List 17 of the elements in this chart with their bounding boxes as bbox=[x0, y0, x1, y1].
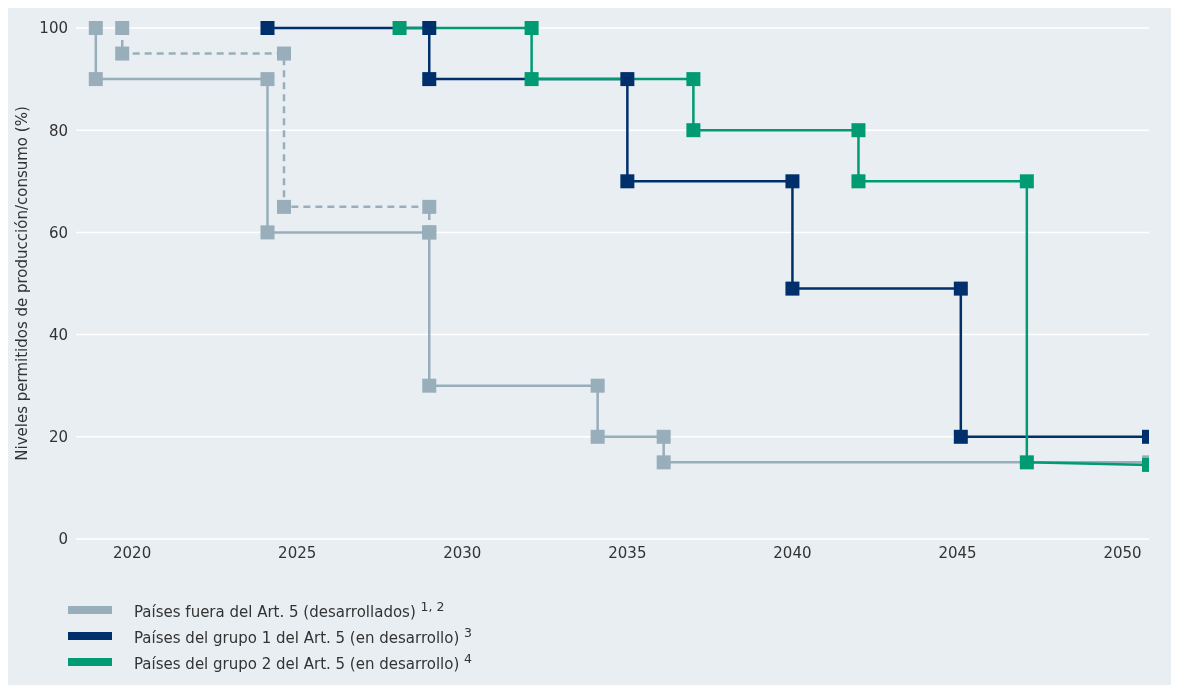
y-tick-label: 60 bbox=[48, 223, 68, 242]
y-axis-title: Niveles permitidos de producción/consumo (%) bbox=[13, 106, 32, 461]
legend-label: Países fuera del Art. 5 (desarrollados) $^{1, 2}$ bbox=[134, 599, 445, 621]
y-tick-label: 0 bbox=[58, 530, 68, 549]
y-tick-label: 40 bbox=[48, 325, 68, 344]
legend-label: Países del grupo 1 del Art. 5 (en desarrollo) $^{3}$ bbox=[134, 625, 472, 647]
legend-label: Países del grupo 2 del Art. 5 (en desarrollo) $^{4}$ bbox=[134, 651, 472, 673]
x-tick-label: 2045 bbox=[938, 543, 977, 562]
x-tick-label: 2050 bbox=[1103, 543, 1142, 562]
x-tick-label: 2025 bbox=[278, 543, 317, 562]
x-tick-label: 2040 bbox=[773, 543, 812, 562]
x-tick-label: 2035 bbox=[608, 543, 647, 562]
y-tick-label: 20 bbox=[48, 428, 68, 447]
x-tick-label: 2030 bbox=[443, 543, 482, 562]
y-tick-label: 80 bbox=[48, 121, 68, 140]
y-tick-label: 100 bbox=[39, 19, 68, 38]
x-tick-label: 2020 bbox=[113, 543, 152, 562]
